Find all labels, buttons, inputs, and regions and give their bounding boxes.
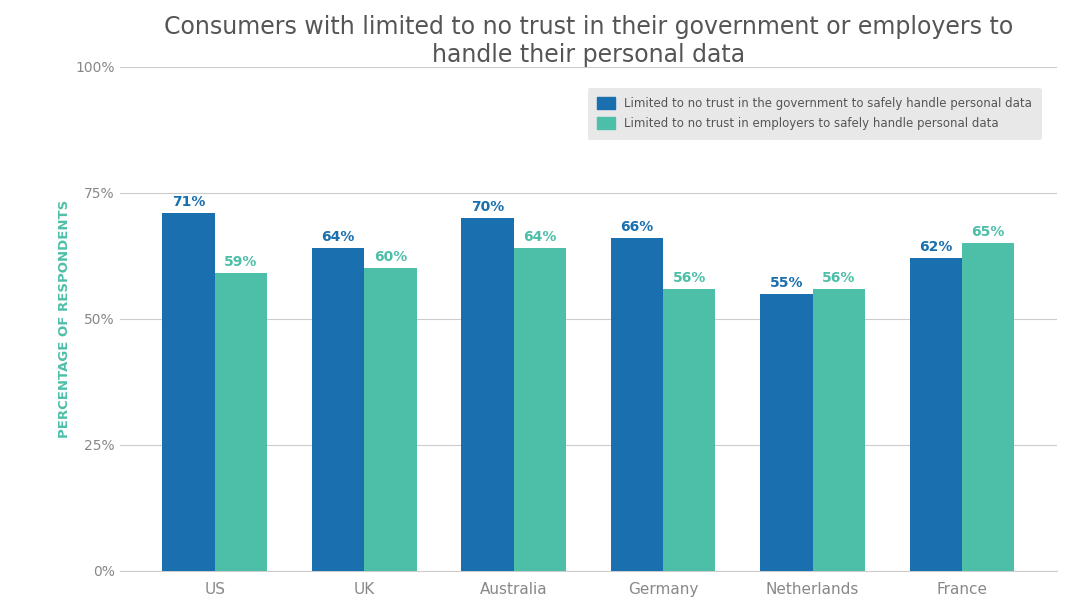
Text: 65%: 65%: [971, 225, 1004, 239]
Legend: Limited to no trust in the government to safely handle personal data, Limited to: Limited to no trust in the government to…: [587, 88, 1042, 140]
Bar: [214, 274, 267, 571]
Bar: [163, 213, 214, 571]
Text: 70%: 70%: [471, 200, 504, 214]
Text: 56%: 56%: [822, 271, 855, 285]
Bar: [611, 238, 664, 571]
Text: 56%: 56%: [672, 271, 706, 285]
Bar: [760, 294, 813, 571]
Text: 66%: 66%: [621, 220, 654, 234]
Text: 71%: 71%: [172, 195, 206, 209]
Text: 59%: 59%: [224, 255, 257, 269]
Bar: [461, 218, 513, 571]
Text: 55%: 55%: [770, 275, 803, 289]
Text: 60%: 60%: [374, 250, 407, 264]
Text: 64%: 64%: [523, 230, 556, 244]
Bar: [312, 248, 364, 571]
Bar: [813, 289, 865, 571]
Text: 64%: 64%: [322, 230, 355, 244]
Bar: [962, 243, 1014, 571]
Bar: [664, 289, 715, 571]
Bar: [910, 258, 962, 571]
Bar: [513, 248, 566, 571]
Text: 62%: 62%: [920, 241, 953, 255]
Title: Consumers with limited to no trust in their government or employers to
handle th: Consumers with limited to no trust in th…: [164, 15, 1013, 67]
Bar: [364, 269, 417, 571]
Y-axis label: PERCENTAGE OF RESPONDENTS: PERCENTAGE OF RESPONDENTS: [58, 200, 71, 438]
